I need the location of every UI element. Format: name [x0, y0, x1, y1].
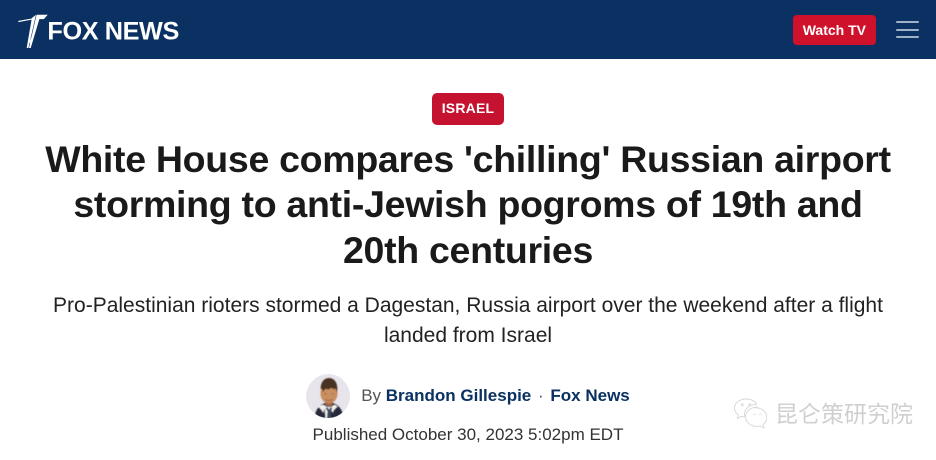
svg-text:FOX NEWS: FOX NEWS [47, 17, 178, 45]
